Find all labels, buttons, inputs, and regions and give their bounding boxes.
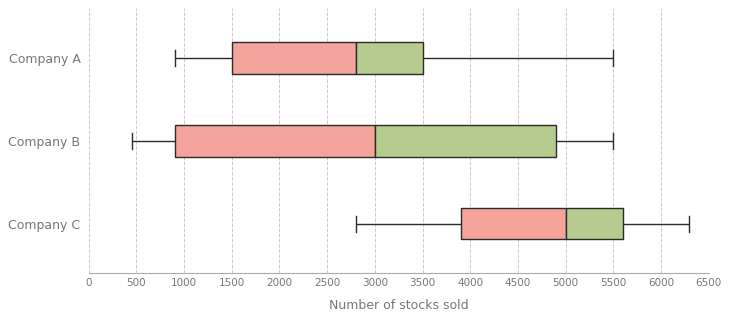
Bar	[374, 125, 556, 156]
Bar	[174, 125, 374, 156]
X-axis label: Number of stocks sold: Number of stocks sold	[328, 299, 469, 312]
Bar	[566, 208, 623, 239]
Bar	[356, 42, 423, 74]
Bar	[461, 208, 566, 239]
Bar	[232, 42, 356, 74]
